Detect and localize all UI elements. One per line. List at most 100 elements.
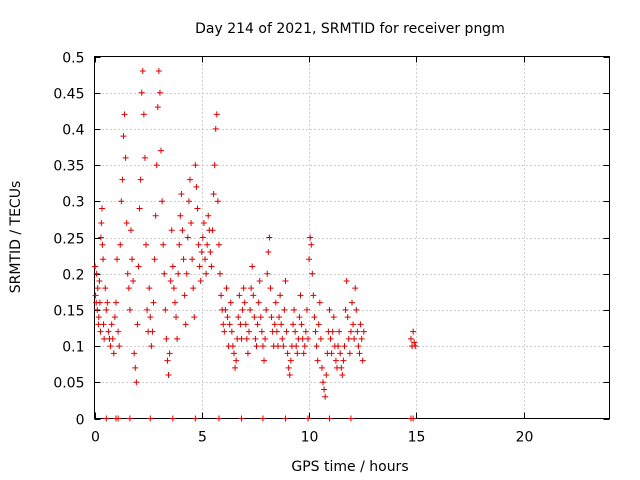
data-point	[185, 198, 192, 205]
data-point	[274, 343, 281, 350]
data-point	[255, 299, 262, 306]
axis-tick-labels: 0 5 10 15 20 0 0.05 0.1 0.15 0.2 0.25 0.3 0.35 0.4 0.4…	[53, 51, 533, 446]
data-point	[265, 248, 272, 255]
data-point	[338, 364, 345, 371]
data-point	[191, 314, 198, 321]
data-point	[151, 256, 158, 263]
data-point	[305, 335, 312, 342]
data-point	[240, 285, 247, 292]
data-point	[141, 154, 148, 161]
data-point	[189, 256, 196, 263]
data-point	[101, 335, 108, 342]
data-point	[134, 321, 141, 328]
data-point	[190, 285, 197, 292]
data-point	[312, 328, 319, 335]
data-point	[165, 372, 172, 379]
data-point	[115, 328, 122, 335]
data-point	[294, 350, 301, 357]
data-point	[193, 183, 200, 190]
data-point	[326, 306, 333, 313]
x-axis-title: GPS time / hours	[291, 459, 408, 475]
data-point	[340, 357, 347, 364]
data-point	[169, 263, 176, 270]
data-point	[357, 321, 364, 328]
data-point	[102, 285, 109, 292]
data-point	[133, 379, 140, 386]
data-point	[350, 321, 357, 328]
data-point	[132, 364, 139, 371]
data-point	[298, 321, 305, 328]
data-point	[210, 191, 217, 198]
data-point	[92, 292, 99, 299]
data-point	[306, 256, 313, 263]
data-point	[276, 314, 283, 321]
data-point	[351, 335, 358, 342]
y-tick-label: 0.05	[53, 376, 84, 392]
data-point	[213, 111, 220, 118]
data-point	[167, 277, 174, 284]
data-point	[303, 306, 310, 313]
data-point	[352, 285, 359, 292]
data-point	[277, 292, 284, 299]
data-point	[209, 227, 216, 234]
data-point	[296, 314, 303, 321]
data-point	[171, 299, 178, 306]
data-point	[137, 176, 144, 183]
data-point	[159, 198, 166, 205]
data-point	[208, 263, 215, 270]
data-point	[100, 256, 107, 263]
y-axis-title: SRMTID / TECUs	[8, 181, 24, 294]
data-point	[249, 263, 256, 270]
data-point	[408, 335, 415, 342]
data-point	[301, 343, 308, 350]
data-point	[320, 379, 327, 386]
data-point	[180, 256, 187, 263]
data-point	[353, 306, 360, 313]
data-point	[354, 328, 361, 335]
data-point	[256, 277, 263, 284]
data-point	[203, 270, 210, 277]
y-tick-label: 0.5	[62, 51, 84, 67]
data-point	[313, 343, 320, 350]
data-point	[156, 89, 163, 96]
data-point	[314, 357, 321, 364]
data-point	[238, 415, 245, 422]
data-point	[293, 343, 300, 350]
data-point	[198, 248, 205, 255]
data-point	[257, 314, 264, 321]
data-point	[412, 343, 419, 350]
data-point	[410, 328, 417, 335]
data-point	[279, 335, 286, 342]
data-point	[97, 328, 104, 335]
data-point	[246, 328, 252, 335]
x-tick-label: 0	[91, 430, 100, 446]
data-point	[98, 220, 105, 227]
data-point	[329, 328, 336, 335]
data-point	[248, 285, 255, 292]
data-point	[174, 335, 181, 342]
data-point	[305, 415, 312, 422]
y-tick-label: 0.15	[53, 304, 84, 320]
data-point	[148, 343, 155, 350]
data-point	[311, 314, 318, 321]
data-point	[281, 306, 288, 313]
data-point	[307, 234, 314, 241]
data-point	[196, 263, 203, 270]
data-point	[278, 321, 285, 328]
data-point	[266, 234, 273, 241]
data-point	[178, 191, 185, 198]
data-point	[164, 357, 171, 364]
data-point	[154, 104, 161, 111]
data-point	[230, 350, 237, 357]
grid-lines	[94, 56, 610, 419]
data-point	[280, 343, 287, 350]
data-point	[267, 285, 274, 292]
data-point	[283, 328, 290, 335]
data-point	[336, 328, 343, 335]
data-point	[161, 270, 168, 277]
data-point	[99, 205, 106, 212]
data-point	[149, 328, 156, 335]
data-point	[221, 328, 228, 335]
y-tick-label: 0.25	[53, 232, 84, 248]
